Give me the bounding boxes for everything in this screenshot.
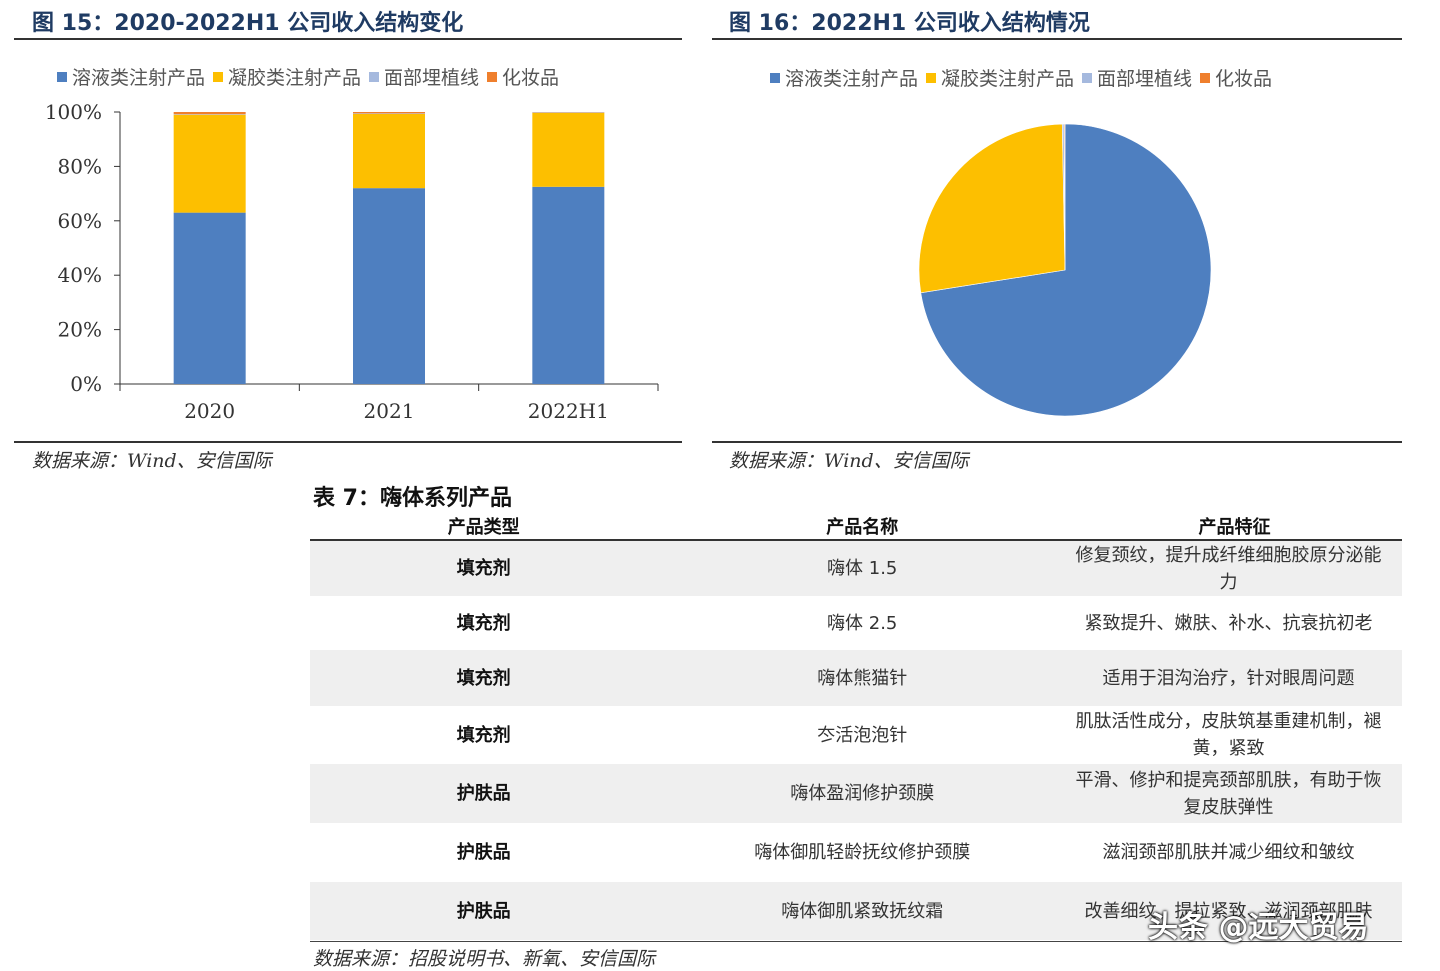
bar-segment bbox=[353, 114, 425, 188]
legend-item: 凝胶类注射产品 bbox=[213, 63, 361, 90]
bar-segment bbox=[353, 188, 425, 384]
legend-label: 凝胶类注射产品 bbox=[941, 64, 1074, 91]
cell-type: 填充剂 bbox=[310, 650, 657, 706]
table7-title: 表 7：嗨体系列产品 bbox=[313, 480, 512, 512]
legend-label: 化妆品 bbox=[1215, 64, 1272, 91]
header-name: 产品名称 bbox=[657, 512, 1067, 540]
pie-slice bbox=[919, 124, 1065, 293]
legend-swatch bbox=[369, 72, 379, 82]
legend-swatch bbox=[57, 72, 67, 82]
cell-type: 护肤品 bbox=[310, 823, 657, 882]
bar-segment bbox=[532, 112, 604, 113]
y-tick-label: 0% bbox=[70, 372, 102, 396]
y-tick-label: 80% bbox=[58, 154, 102, 178]
bar-segment bbox=[353, 112, 425, 113]
cell-feature: 滋润颈部肌肤并减少细纹和皱纹 bbox=[1067, 823, 1402, 882]
fig16-legend: 溶液类注射产品 凝胶类注射产品 面部埋植线 化妆品 bbox=[770, 64, 1280, 91]
x-tick-label: 2021 bbox=[364, 399, 415, 423]
x-tick-label: 2022H1 bbox=[528, 399, 609, 423]
table-row: 填充剂 嗨体熊猫针 适用于泪沟治疗，针对眼周问题 bbox=[310, 650, 1402, 706]
watermark-overlay: 头条 @远大贸易 bbox=[1148, 902, 1368, 946]
cell-feature: 修复颈纹，提升成纤维细胞胶原分泌能力 bbox=[1067, 540, 1402, 596]
cell-feature: 适用于泪沟治疗，针对眼周问题 bbox=[1067, 650, 1402, 706]
table-header-row: 产品类型 产品名称 产品特征 bbox=[310, 512, 1402, 540]
fig16-source: 数据来源：Wind、安信国际 bbox=[729, 446, 969, 473]
fig15-source: 数据来源：Wind、安信国际 bbox=[32, 446, 272, 473]
fig16-pie-chart bbox=[900, 110, 1230, 440]
legend-label: 面部埋植线 bbox=[384, 63, 479, 90]
legend-item: 化妆品 bbox=[1200, 64, 1272, 91]
legend-label: 面部埋植线 bbox=[1097, 64, 1192, 91]
header-feature: 产品特征 bbox=[1067, 512, 1402, 540]
bar-segment bbox=[353, 113, 425, 114]
table-row: 护肤品 嗨体盈润修护颈膜 平滑、修护和提亮颈部肌肤，有助于恢复皮肤弹性 bbox=[310, 764, 1402, 823]
table-row: 填充剂 冭活泡泡针 肌肽活性成分，皮肤筑基重建机制，褪黄，紧致 bbox=[310, 706, 1402, 764]
legend-swatch bbox=[770, 73, 780, 83]
x-tick-label: 2020 bbox=[184, 399, 235, 423]
cell-type: 填充剂 bbox=[310, 706, 657, 764]
cell-type: 填充剂 bbox=[310, 540, 657, 596]
table-row: 填充剂 嗨体 1.5 修复颈纹，提升成纤维细胞胶原分泌能力 bbox=[310, 540, 1402, 596]
legend-swatch bbox=[926, 73, 936, 83]
table-row: 护肤品 嗨体御肌轻龄抚纹修护颈膜 滋润颈部肌肤并减少细纹和皱纹 bbox=[310, 823, 1402, 882]
fig15-stacked-bar-chart: 0% 20% 40% 60% 80% 100% 2020 2021 2022H1 bbox=[0, 95, 690, 435]
product-table: 产品类型 产品名称 产品特征 填充剂 嗨体 1.5 修复颈纹，提升成纤维细胞胶原… bbox=[310, 512, 1402, 940]
legend-item: 凝胶类注射产品 bbox=[926, 64, 1074, 91]
cell-feature: 紧致提升、嫩肤、补水、抗衰抗初老 bbox=[1067, 596, 1402, 650]
cell-type: 护肤品 bbox=[310, 764, 657, 823]
cell-name: 嗨体熊猫针 bbox=[657, 650, 1067, 706]
legend-item: 化妆品 bbox=[487, 63, 559, 90]
legend-item: 面部埋植线 bbox=[1082, 64, 1192, 91]
legend-swatch bbox=[487, 72, 497, 82]
cell-feature: 肌肽活性成分，皮肤筑基重建机制，褪黄，紧致 bbox=[1067, 706, 1402, 764]
cell-name: 冭活泡泡针 bbox=[657, 706, 1067, 764]
legend-label: 溶液类注射产品 bbox=[72, 63, 205, 90]
table7-source: 数据来源：招股说明书、新氧、安信国际 bbox=[313, 944, 655, 971]
y-tick-label: 20% bbox=[58, 318, 102, 342]
legend-swatch bbox=[1082, 73, 1092, 83]
legend-item: 溶液类注射产品 bbox=[770, 64, 918, 91]
legend-item: 溶液类注射产品 bbox=[57, 63, 205, 90]
bar-segment bbox=[532, 113, 604, 187]
table-row: 填充剂 嗨体 2.5 紧致提升、嫩肤、补水、抗衰抗初老 bbox=[310, 596, 1402, 650]
legend-label: 凝胶类注射产品 bbox=[228, 63, 361, 90]
legend-swatch bbox=[213, 72, 223, 82]
cell-name: 嗨体御肌轻龄抚纹修护颈膜 bbox=[657, 823, 1067, 882]
fig15-title: 图 15：2020-2022H1 公司收入结构变化 bbox=[32, 5, 463, 37]
header-type: 产品类型 bbox=[310, 512, 657, 540]
bar-segment bbox=[174, 213, 246, 384]
fig16-bottom-rule bbox=[712, 441, 1402, 443]
legend-label: 溶液类注射产品 bbox=[785, 64, 918, 91]
cell-name: 嗨体御肌紧致抚纹霜 bbox=[657, 882, 1067, 940]
y-tick-label: 60% bbox=[58, 209, 102, 233]
legend-label: 化妆品 bbox=[502, 63, 559, 90]
fig16-title: 图 16：2022H1 公司收入结构情况 bbox=[729, 5, 1090, 37]
bar-segment bbox=[174, 115, 246, 213]
legend-swatch bbox=[1200, 73, 1210, 83]
bar-segment bbox=[174, 112, 246, 114]
cell-feature: 平滑、修护和提亮颈部肌肤，有助于恢复皮肤弹性 bbox=[1067, 764, 1402, 823]
legend-item: 面部埋植线 bbox=[369, 63, 479, 90]
fig15-top-rule bbox=[14, 38, 682, 40]
y-tick-label: 40% bbox=[58, 263, 102, 287]
cell-name: 嗨体 1.5 bbox=[657, 540, 1067, 596]
fig15-legend: 溶液类注射产品 凝胶类注射产品 面部埋植线 化妆品 bbox=[57, 63, 567, 90]
cell-type: 护肤品 bbox=[310, 882, 657, 940]
cell-name: 嗨体 2.5 bbox=[657, 596, 1067, 650]
bar-segment bbox=[174, 114, 246, 115]
fig15-bottom-rule bbox=[14, 441, 682, 443]
cell-type: 填充剂 bbox=[310, 596, 657, 650]
cell-name: 嗨体盈润修护颈膜 bbox=[657, 764, 1067, 823]
fig16-top-rule bbox=[712, 38, 1402, 40]
y-tick-label: 100% bbox=[45, 100, 102, 124]
bar-segment bbox=[532, 187, 604, 384]
